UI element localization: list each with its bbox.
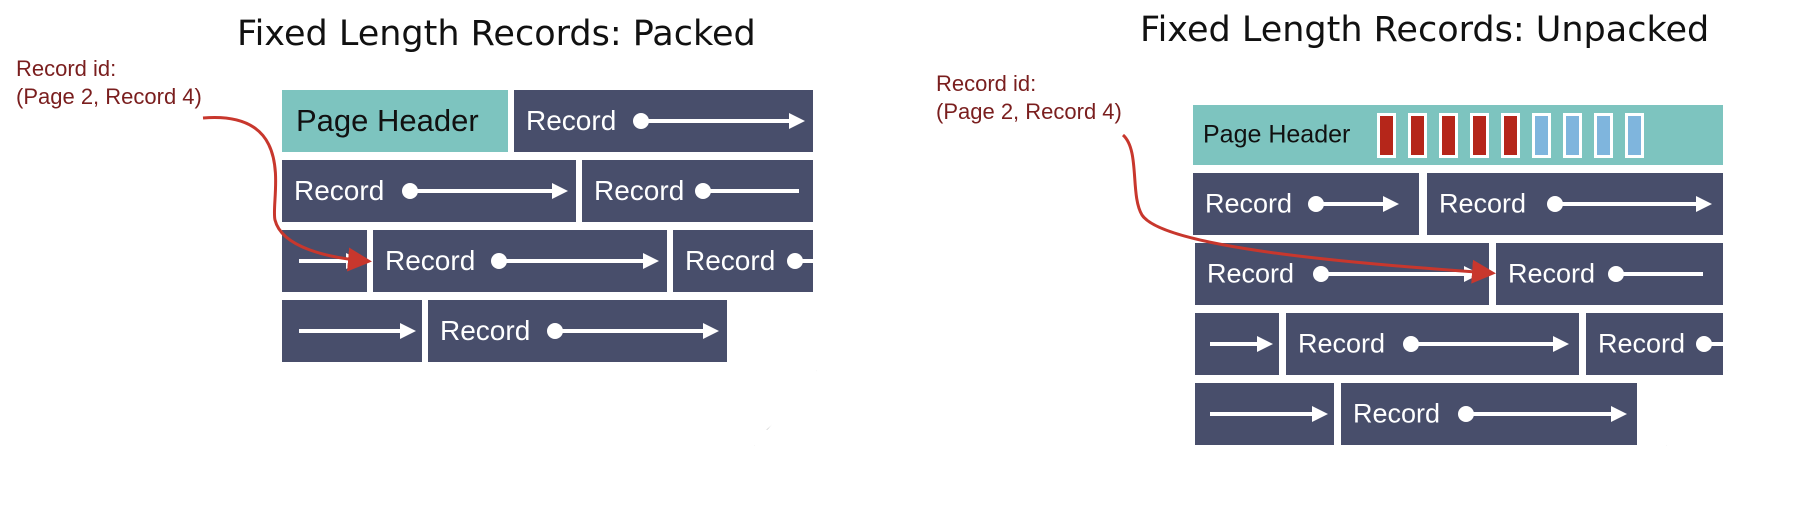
bitmap-slot-free [1532, 113, 1551, 158]
record-arrow-icon [787, 253, 813, 269]
bitmap-slot-used [1501, 113, 1520, 158]
page-header-label: Page Header [1203, 120, 1351, 149]
record-label: Record [526, 105, 617, 136]
bitmap-slot-used [1439, 113, 1458, 158]
bitmap-slot-free [1563, 113, 1582, 158]
unpacked-title: Fixed Length Records: Unpacked [1140, 10, 1710, 50]
record-id-line: Record id: [16, 56, 117, 81]
record-id-line: Record id: [936, 71, 1037, 96]
page-header: Page Header [279, 87, 511, 155]
record-label: Record [440, 315, 531, 346]
record-tile: Record [425, 297, 730, 365]
arrowhead [1696, 196, 1712, 212]
record-continuation-tile [279, 297, 425, 365]
arrowhead [1553, 336, 1569, 352]
record-arrow-icon [1608, 266, 1703, 282]
record-tile: Record [670, 227, 816, 295]
record-arrow-icon [1210, 336, 1273, 352]
unpacked-record-id-label: Record id: (Page 2, Record 4) [936, 70, 1122, 126]
arrowhead [1383, 196, 1399, 212]
record-label: Record [685, 245, 776, 276]
packed-record-id-label: Record id: (Page 2, Record 4) [16, 55, 202, 111]
record-tile: Record [1283, 310, 1582, 378]
arrowhead [789, 113, 805, 129]
record-label: Record [1298, 328, 1386, 359]
record-arrow-icon [299, 253, 362, 269]
record-arrow-icon [299, 323, 416, 339]
record-tile: Record [279, 157, 579, 225]
bitmap-slot-used [1408, 113, 1427, 158]
record-arrow-icon [1313, 266, 1480, 282]
arrowhead [346, 253, 362, 269]
bitmap-slot-free [1625, 113, 1644, 158]
arrowhead [1464, 266, 1480, 282]
record-continuation-tile [1192, 310, 1282, 378]
record-arrow-icon [402, 183, 568, 199]
arrowhead [1611, 406, 1627, 422]
record-label: Record [385, 245, 476, 276]
record-arrow-icon [1458, 406, 1627, 422]
record-label: Record [1353, 398, 1441, 429]
arrowhead [1312, 406, 1328, 422]
record-id-value: (Page 2, Record 4) [936, 99, 1122, 124]
record-arrow-icon [633, 113, 805, 129]
record-arrow-icon [1210, 406, 1328, 422]
record-tile: Record [1338, 380, 1640, 448]
record-continuation-tile [279, 227, 370, 295]
record-arrow-icon [1308, 196, 1399, 212]
record-label: Record [1598, 328, 1686, 359]
record-arrow-icon [547, 323, 719, 339]
bitmap-slot-used [1470, 113, 1489, 158]
arrowhead [643, 253, 659, 269]
record-arrow-icon [1547, 196, 1712, 212]
packed-title: Fixed Length Records: Packed [237, 14, 756, 54]
record-tile: Record [511, 87, 816, 155]
record-tile: Record [1424, 170, 1726, 238]
arrowhead [552, 183, 568, 199]
record-label: Record [594, 175, 685, 206]
record-tile: Record [1583, 310, 1726, 378]
record-continuation-tile [1192, 380, 1337, 448]
record-tile: Record [1190, 170, 1422, 238]
record-arrow-icon [1696, 336, 1723, 352]
record-tile: Record [579, 157, 816, 225]
record-arrow-icon [491, 253, 659, 269]
record-label: Record [1508, 258, 1596, 289]
arrowhead [703, 323, 719, 339]
arrowhead [1257, 336, 1273, 352]
record-id-value: (Page 2, Record 4) [16, 84, 202, 109]
record-arrow-icon [1403, 336, 1569, 352]
arrowhead [400, 323, 416, 339]
page-header: Page Header [1190, 102, 1726, 168]
record-tile: Record [1192, 240, 1492, 308]
record-tile: Record [1493, 240, 1726, 308]
bitmap-slot-used [1377, 113, 1396, 158]
record-arrow-icon [695, 183, 799, 199]
bitmap-slot-free [1594, 113, 1613, 158]
record-tile: Record [370, 227, 670, 295]
page-header-label: Page Header [296, 103, 479, 138]
